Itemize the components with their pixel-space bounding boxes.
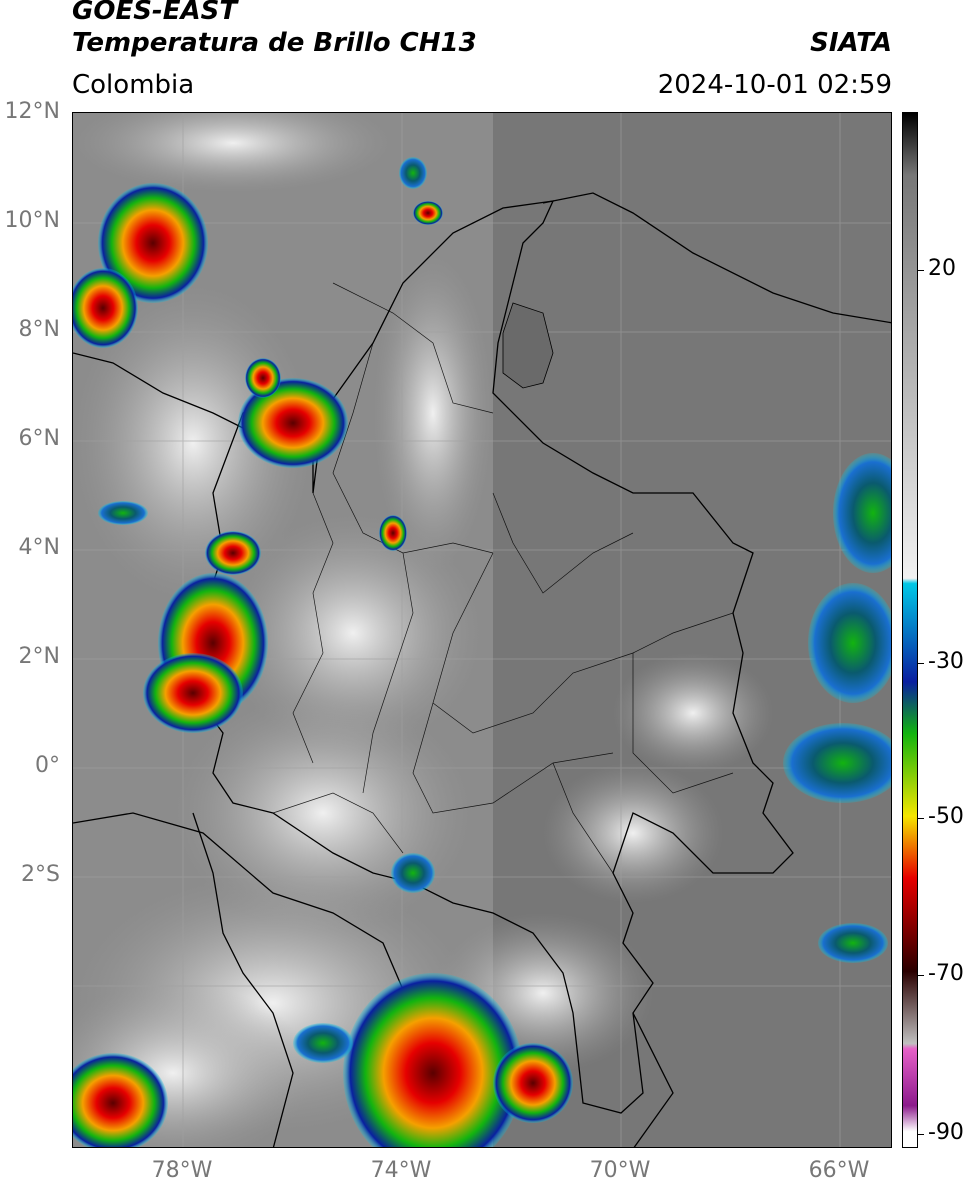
- satellite-title: GOES-EAST: [72, 0, 238, 26]
- colorbar-tick: [918, 270, 924, 271]
- lat-label-10n: 10°N: [4, 208, 60, 233]
- colorbar-label-minus50: -50: [928, 804, 964, 829]
- satellite-map[interactable]: [72, 112, 892, 1148]
- lat-label-4n: 4°N: [18, 535, 60, 560]
- lat-label-6n: 6°N: [18, 426, 60, 451]
- lat-label-2s: 2°S: [21, 862, 60, 887]
- temperature-colorbar: [902, 112, 918, 1148]
- lat-label-12n: 12°N: [4, 99, 60, 124]
- lat-label-2n: 2°N: [18, 644, 60, 669]
- colorbar-tick: [918, 818, 924, 819]
- graticule: [73, 113, 891, 1147]
- colorbar-tick: [918, 975, 924, 976]
- lat-label-8n: 8°N: [18, 317, 60, 342]
- lon-label-78w: 78°W: [151, 1158, 213, 1183]
- lon-label-74w: 74°W: [370, 1158, 432, 1183]
- colorbar-label-minus30: -30: [928, 649, 964, 674]
- convective-cells: [73, 157, 891, 1147]
- lat-label-0: 0°: [35, 753, 60, 778]
- lon-label-70w: 70°W: [589, 1158, 651, 1183]
- map-canvas: [73, 113, 891, 1147]
- lon-label-66w: 66°W: [808, 1158, 870, 1183]
- department-borders: [272, 282, 734, 874]
- colorbar-label-20: 20: [928, 256, 956, 281]
- region-label: Colombia: [72, 70, 195, 100]
- datetime-label: 2024-10-01 02:59: [657, 70, 892, 100]
- colorbar-tick: [918, 1134, 924, 1135]
- colorbar-tick: [918, 663, 924, 664]
- lake-maracaibo: [502, 302, 554, 389]
- agency-label: SIATA: [810, 28, 892, 58]
- colorbar-label-minus90: -90: [928, 1120, 964, 1145]
- colorbar-label-minus70: -70: [928, 961, 964, 986]
- product-title: Temperatura de Brillo CH13: [72, 28, 477, 58]
